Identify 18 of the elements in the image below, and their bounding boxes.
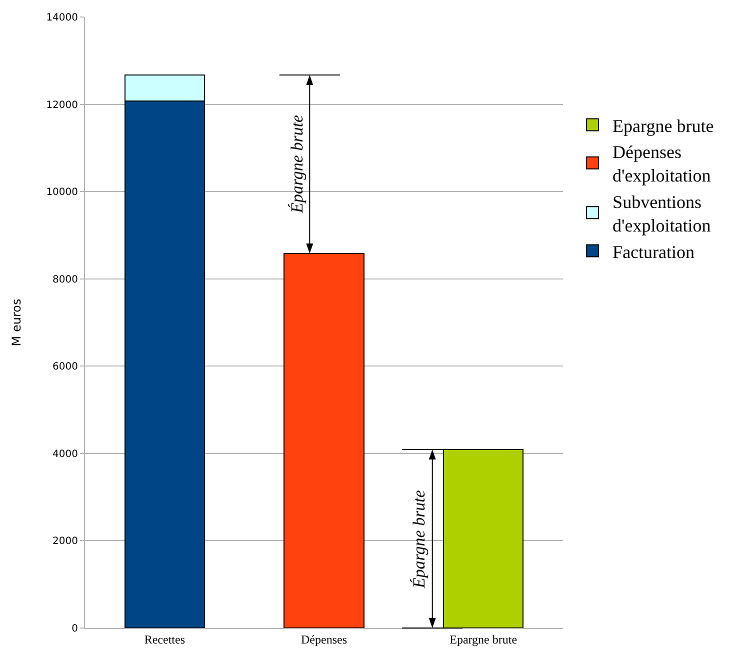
legend-label: Facturation [612,242,695,262]
y-tick-label: 4000 [52,448,78,460]
y-tick-label: 6000 [52,362,78,373]
y-tick-label: 2000 [52,536,78,548]
y-axis-title: M euros [9,298,24,346]
legend-label: Dépenses d'exploitation [612,142,711,186]
x-tick-label: Epargne brute [450,632,518,646]
y-tick-label: 0 [72,624,78,634]
y-tick-label: 8000 [52,274,78,286]
y-tick-label: 12000 [46,100,78,111]
annotation: Épargne brute [287,114,306,214]
x-tick-label: Dépenses [301,632,348,646]
y-tick-label: 14000 [46,12,78,24]
x-tick-label: Recettes [144,632,186,646]
annotation: Épargne brute [410,490,429,590]
legend-label: Subventions d'exploitation [612,192,711,236]
y-tick-label: 10000 [46,187,78,198]
legend-label: Epargne brute [612,116,714,136]
